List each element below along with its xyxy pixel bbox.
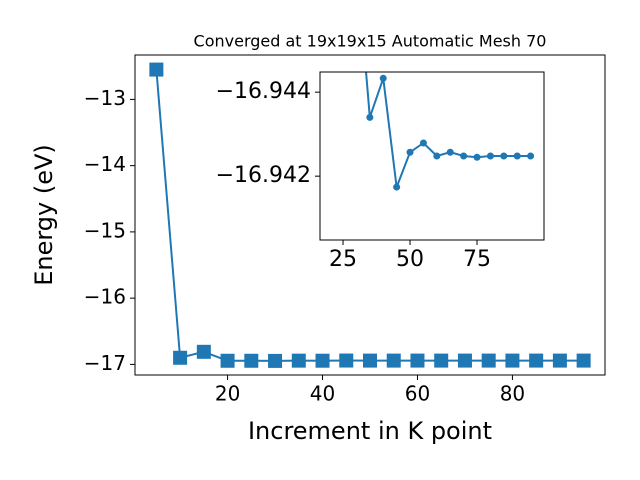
marker [393, 183, 401, 191]
marker [419, 139, 427, 147]
y-tick-label: −15 [84, 218, 126, 242]
y-tick-label: −13 [84, 86, 126, 110]
marker [446, 148, 454, 156]
marker [460, 152, 468, 160]
marker [576, 353, 591, 368]
marker [339, 353, 354, 368]
marker [363, 353, 377, 368]
marker [513, 152, 521, 160]
y-tick-label: −17 [84, 351, 126, 375]
chart-title: Converged at 19x19x15 Automatic Mesh 70 [194, 32, 547, 51]
marker [481, 353, 496, 368]
marker [173, 350, 188, 365]
marker [473, 153, 481, 161]
x-tick-label: 80 [500, 382, 525, 406]
marker [149, 62, 164, 77]
marker [410, 353, 425, 368]
marker [552, 353, 567, 368]
marker [291, 353, 306, 368]
marker [379, 74, 387, 82]
marker [366, 113, 374, 121]
x-tick-label: 20 [215, 382, 240, 406]
y-tick-label: −16.944 [216, 79, 311, 104]
marker [486, 152, 494, 160]
y-axis-label: Energy (eV) [30, 144, 58, 286]
marker [406, 148, 414, 156]
marker [220, 353, 235, 368]
y-tick-label: −16.942 [216, 163, 311, 188]
marker [386, 353, 401, 368]
marker [434, 353, 449, 368]
y-tick-label: −14 [84, 152, 126, 176]
axes-frame [134, 54, 606, 376]
x-tick-label: 75 [463, 247, 491, 272]
x-tick-label: 60 [405, 382, 430, 406]
marker [529, 353, 544, 368]
axes-frame [319, 71, 545, 241]
marker [315, 353, 330, 368]
marker [196, 344, 211, 359]
marker [457, 353, 472, 368]
marker [268, 353, 283, 368]
marker [244, 353, 259, 368]
marker [527, 152, 535, 160]
plot-clip [149, 62, 591, 368]
x-tick-label: 40 [310, 382, 335, 406]
y-tick-label: −16 [84, 285, 126, 309]
x-tick-label: 25 [329, 247, 357, 272]
x-tick-label: 50 [396, 247, 424, 272]
plot-clip [365, 72, 535, 191]
x-axis-label: Increment in K point [248, 417, 492, 445]
marker [505, 353, 520, 368]
marker [500, 152, 508, 160]
marker [433, 152, 441, 160]
